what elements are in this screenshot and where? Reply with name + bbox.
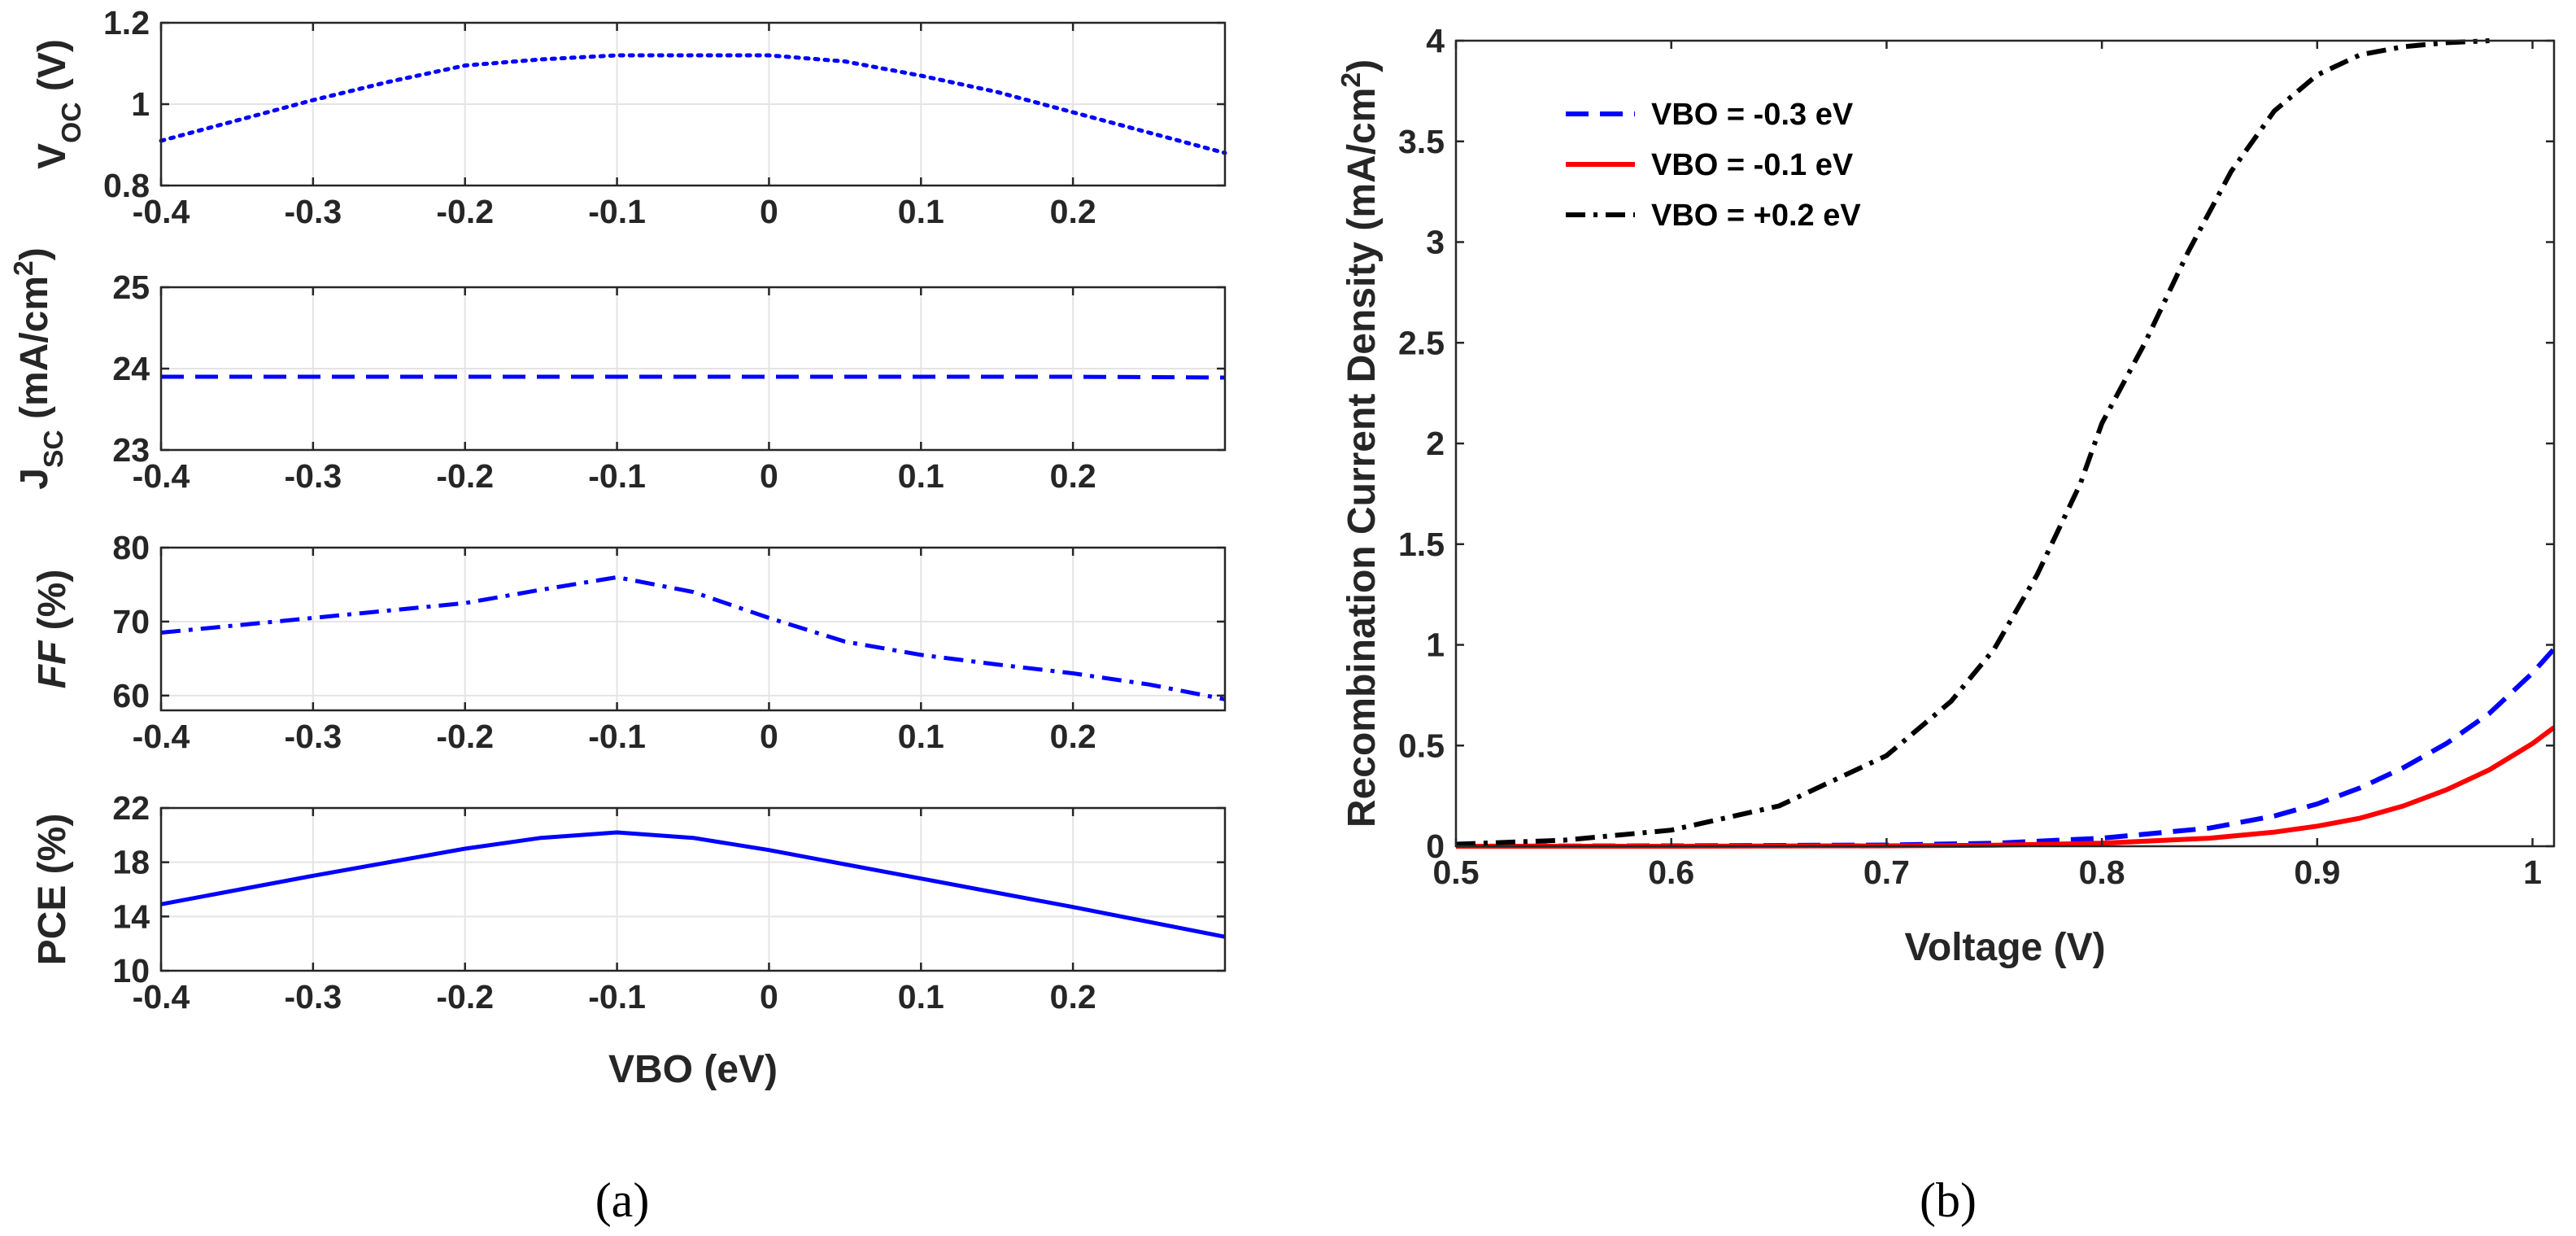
- y-axis-label-b: Recombination Current Density (mA/cm2): [1336, 59, 1384, 828]
- x-tick-label-a-pce-5: 0.1: [898, 978, 944, 1015]
- x-axis-label-b: Voltage (V): [1904, 926, 2105, 969]
- series-line-b-1: [1456, 725, 2556, 849]
- x-tick-label-b-1: 0.6: [1648, 854, 1694, 891]
- series-line-b-2: [1455, 38, 2490, 847]
- x-tick-label-a-jsc-2: -0.2: [436, 457, 494, 495]
- x-tick-label-a-voc-5: 0.1: [898, 193, 944, 230]
- caption-b: (b): [1920, 1173, 1977, 1227]
- axes-b: 0.5 0.6 0.7 0.8 0.9 100.511.522.533.54: [1398, 22, 2556, 891]
- y-tick-label-b-2: 1: [1426, 627, 1445, 664]
- axes-a-pce: -0.4 -0.3 -0.2 -0.1 0 0.1 0.2 10 14 18 22: [112, 789, 1227, 1015]
- x-tick-label-a-ff-1: -0.3: [285, 718, 342, 755]
- x-tick-label-a-jsc-4: 0: [760, 457, 778, 495]
- y-tick-label-a-ff-0: 60: [112, 677, 150, 714]
- x-tick-label-a-pce-0: -0.4: [133, 978, 190, 1015]
- x-tick-label-a-pce-1: -0.3: [285, 978, 342, 1015]
- axes-frame-a-pce: [159, 806, 1227, 972]
- x-tick-label-b-4: 0.9: [2294, 854, 2340, 891]
- legend-label-2: VBO = +0.2 eV: [1651, 199, 1861, 233]
- y-tick-label-a-jsc-1: 24: [112, 350, 150, 387]
- x-tick-label-b-2: 0.7: [1863, 854, 1910, 891]
- x-tick-label-a-ff-2: -0.2: [436, 718, 494, 755]
- x-tick-label-a-ff-4: 0: [760, 718, 778, 755]
- y-tick-label-a-pce-2: 18: [112, 844, 150, 881]
- x-axis-label-a: VBO (eV): [608, 1048, 778, 1091]
- x-tick-label-b-5: 1: [2523, 854, 2542, 891]
- axes-frame-a-ff: [159, 546, 1227, 712]
- x-tick-label-b-3: 0.8: [2079, 854, 2125, 891]
- x-tick-label-a-pce-4: 0: [760, 978, 778, 1015]
- legend: VBO = -0.3 eV VBO = -0.1 eV VBO = +0.2 eV: [1566, 98, 1861, 233]
- x-tick-label-a-ff-5: 0.1: [898, 718, 944, 755]
- x-tick-label-a-voc-1: -0.3: [285, 193, 342, 230]
- y-tick-label-b-6: 3: [1426, 224, 1445, 261]
- x-tick-label-a-pce-6: 0.2: [1050, 978, 1096, 1015]
- axes-frame-b: [1454, 39, 2556, 848]
- y-tick-label-a-pce-3: 22: [112, 789, 150, 827]
- y-tick-label-a-jsc-2: 25: [112, 269, 150, 306]
- y-tick-label-a-voc-0: 0.8: [103, 167, 150, 204]
- y-tick-label-b-1: 0.5: [1398, 727, 1445, 764]
- y-tick-label-a-pce-0: 10: [112, 952, 150, 989]
- x-tick-label-a-voc-0: -0.4: [133, 193, 190, 230]
- series-line-a-ff-0: [160, 574, 1226, 701]
- x-tick-label-a-jsc-6: 0.2: [1050, 457, 1096, 495]
- y-tick-label-a-voc-2: 1.2: [103, 4, 150, 41]
- x-tick-label-a-ff-3: -0.1: [588, 718, 646, 755]
- series-line-a-pce-0: [160, 830, 1226, 939]
- y-tick-label-b-7: 3.5: [1398, 123, 1445, 160]
- series-line-b-0: [1455, 647, 2556, 849]
- y-tick-label-b-8: 4: [1426, 22, 1445, 59]
- legend-label-0: VBO = -0.3 eV: [1651, 98, 1854, 132]
- x-tick-label-a-voc-2: -0.2: [436, 193, 494, 230]
- y-tick-label-b-3: 1.5: [1398, 526, 1445, 563]
- y-tick-label-b-4: 2: [1426, 425, 1445, 462]
- x-tick-label-a-voc-3: -0.1: [588, 193, 646, 230]
- x-tick-label-a-ff-6: 0.2: [1050, 718, 1096, 755]
- y-tick-label-a-jsc-0: 23: [112, 431, 150, 469]
- series-line-a-voc-0: [159, 53, 1227, 155]
- x-tick-label-a-ff-0: -0.4: [133, 718, 190, 755]
- y-tick-label-a-pce-1: 14: [112, 898, 150, 935]
- panel-a-subplots: -0.4 -0.3 -0.2 -0.1 0 0.1 0.2 0.8 1 1.2 VOC (V) -0.…: [9, 4, 1227, 1091]
- caption-a: (a): [595, 1173, 650, 1227]
- y-axis-label-a-jsc: JSC (mA/cm2): [9, 247, 69, 489]
- axes-a-ff: -0.4 -0.3 -0.2 -0.1 0 0.1 0.2 60 70 80: [112, 529, 1227, 755]
- x-tick-label-a-voc-4: 0: [760, 193, 778, 230]
- y-tick-label-a-ff-1: 70: [112, 603, 150, 640]
- axes-a-voc: -0.4 -0.3 -0.2 -0.1 0 0.1 0.2 0.8 1 1.2: [103, 4, 1227, 230]
- y-axis-label-a-ff: FF (%): [31, 570, 74, 689]
- legend-label-1: VBO = -0.1 eV: [1651, 148, 1854, 182]
- x-tick-label-a-jsc-1: -0.3: [285, 457, 342, 495]
- axes-a-jsc: -0.4 -0.3 -0.2 -0.1 0 0.1 0.2 23 24 25: [112, 269, 1227, 495]
- x-tick-label-a-voc-6: 0.2: [1050, 193, 1096, 230]
- y-axis-label-a-voc: VOC (V): [31, 39, 87, 169]
- x-tick-label-a-pce-3: -0.1: [588, 978, 646, 1015]
- y-tick-label-b-0: 0: [1426, 828, 1445, 865]
- x-tick-label-a-pce-2: -0.2: [436, 978, 494, 1015]
- series-line-a-jsc-0: [161, 374, 1226, 380]
- panel-b-chart: 0.5 0.6 0.7 0.8 0.9 100.511.522.533.54Recombi…: [1336, 22, 2556, 969]
- x-tick-label-a-jsc-3: -0.1: [588, 457, 646, 495]
- x-tick-label-a-jsc-5: 0.1: [898, 457, 944, 495]
- y-tick-label-b-5: 2.5: [1398, 324, 1445, 361]
- x-tick-label-a-jsc-0: -0.4: [133, 457, 190, 495]
- x-tick-label-b-0: 0.5: [1433, 854, 1480, 891]
- y-axis-label-a-pce: PCE (%): [31, 814, 74, 966]
- y-tick-label-a-ff-2: 80: [112, 529, 150, 566]
- y-tick-label-a-voc-1: 1: [131, 85, 150, 123]
